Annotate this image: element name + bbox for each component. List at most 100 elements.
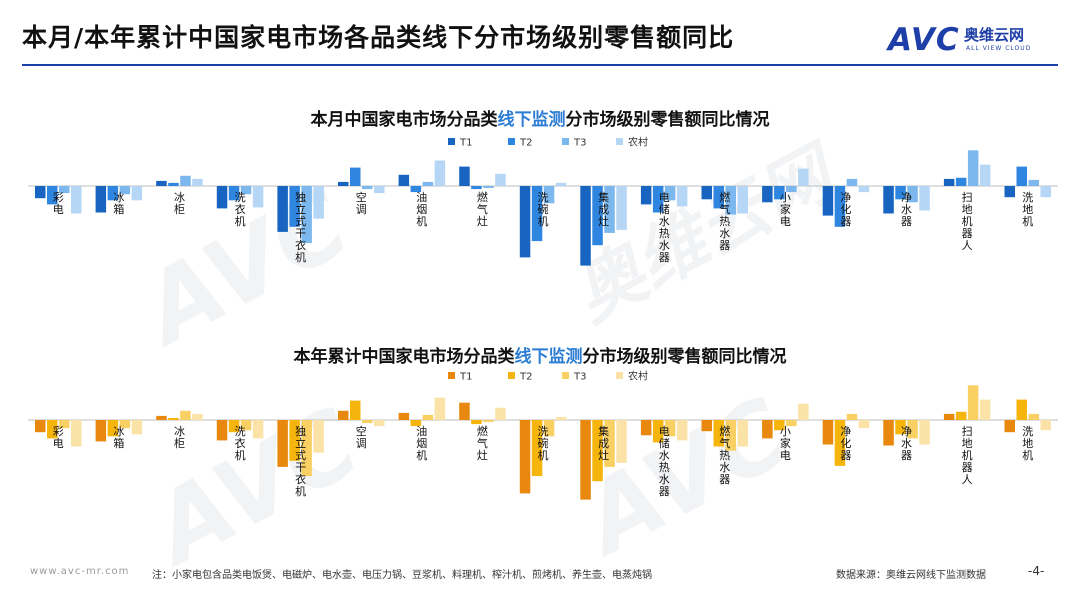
category-label-char: 化	[840, 202, 851, 216]
category-label-char: 衣	[235, 436, 246, 450]
category-label-char: 小	[780, 191, 791, 204]
bar-农村-电储水热水器	[676, 420, 688, 441]
bar-T3-洗地机	[1028, 179, 1039, 186]
legend-label-T2: T2	[519, 372, 532, 383]
bar-T1-洗地机	[1004, 186, 1015, 198]
category-label-char: 电	[780, 449, 791, 462]
bar-T3-扫地机器人	[967, 150, 979, 186]
footer-note: 注：小家电包含品类电饭煲、电磁炉、电水壶、电压力锅、豆浆机、料理机、榨汁机、煎烤…	[152, 570, 652, 581]
chart-2-title: 本年累计中国家电市场分品类线下监测分市场级别零售额同比情况	[0, 342, 1080, 367]
category-label-char: 箱	[113, 436, 124, 450]
category-label-char: 扫	[962, 425, 973, 438]
category-label-char: 人	[962, 239, 973, 252]
bar-农村-净水器	[919, 186, 930, 211]
category-label-char: 热	[719, 449, 730, 462]
bar-T3-电储水热水器	[664, 186, 676, 201]
bar-T1-冰箱	[95, 186, 107, 213]
chart-2-title-part-3: 分市场级别零售额同比情况	[582, 347, 787, 367]
bar-T2-独立式干衣机	[289, 186, 300, 227]
bar-农村-独立式干衣机	[313, 420, 324, 453]
bar-农村-净化器	[858, 420, 870, 429]
bar-T1-洗衣机	[216, 186, 228, 209]
chart-1-title: 本月中国家电市场分品类线下监测分市场级别零售额同比情况	[0, 105, 1080, 130]
bar-T1-小家电	[762, 186, 773, 203]
bar-T2-冰柜	[168, 182, 179, 186]
bar-T2-燃气热水器	[713, 186, 724, 209]
bar-农村-扫地机器人	[979, 164, 991, 186]
category-label-char: 电	[659, 191, 670, 204]
bar-T1-电储水热水器	[640, 186, 652, 205]
category-label-char: 油	[416, 190, 427, 204]
bar-T1-小家电	[762, 420, 773, 439]
bar-T1-扫地机器人	[943, 413, 955, 420]
category-label-char: 箱	[113, 202, 124, 216]
category-label-char: 水	[659, 473, 670, 486]
bar-T2-净化器	[834, 186, 846, 227]
category-label-char: 气	[719, 202, 730, 216]
bar-T2-扫地机器人	[955, 177, 967, 186]
category-label-char: 地	[962, 437, 973, 450]
page-title: 本月/本年累计中国家电市场各品类线下分市场级别零售额同比	[22, 23, 735, 52]
bar-T3-空调	[362, 420, 373, 424]
bar-T3-净化器	[846, 413, 858, 420]
category-label-char: 燃	[477, 424, 488, 438]
bar-T2-彩电	[47, 420, 58, 439]
category-label-char: 器	[840, 215, 851, 228]
footer-website: www.avc-mr.com	[30, 566, 130, 577]
chart-1-title-part-1: 本月中国家电市场分品类	[310, 110, 498, 130]
bar-T2-油烟机	[410, 186, 422, 193]
category-label-char: 小	[780, 425, 791, 438]
category-label-char: 机	[295, 250, 306, 264]
bar-农村-冰柜	[192, 178, 203, 186]
category-label-char: 集	[598, 190, 609, 204]
category-label-char: 扫	[962, 191, 973, 204]
footer-source: 数据来源：奥维云网线下监测数据	[836, 570, 986, 581]
bar-T1-彩电	[35, 186, 46, 199]
bar-T2-冰箱	[107, 420, 119, 437]
bar-T3-洗碗机	[543, 420, 555, 437]
category-label-char: 式	[295, 449, 306, 462]
category-label-char: 冰	[113, 425, 124, 438]
bar-T2-小家电	[774, 420, 785, 431]
bar-农村-洗衣机	[252, 420, 264, 439]
bar-T2-电储水热水器	[652, 186, 664, 213]
category-label-char: 热	[659, 461, 670, 474]
category-label-char: 燃	[719, 424, 730, 438]
category-label-char: 干	[295, 461, 306, 474]
category-label-char: 地	[1022, 203, 1033, 216]
bar-T2-洗地机	[1016, 399, 1027, 420]
category-label-char: 气	[477, 436, 488, 450]
bar-T1-净水器	[883, 420, 894, 446]
bar-T2-冰箱	[107, 186, 119, 201]
bar-农村-电储水热水器	[676, 186, 688, 207]
bar-T1-燃气热水器	[701, 420, 712, 432]
bar-T3-小家电	[786, 420, 797, 427]
bar-农村-洗地机	[1040, 186, 1051, 198]
bar-T1-油烟机	[398, 412, 410, 420]
bar-农村-彩电	[71, 186, 82, 214]
category-label-char: 立	[295, 202, 306, 216]
category-label-char: 式	[295, 215, 306, 228]
category-label-char: 独	[295, 191, 306, 204]
category-label-char: 机	[1022, 214, 1033, 228]
category-label-char: 灶	[477, 449, 488, 462]
bar-T1-净化器	[822, 420, 834, 445]
category-label-char: 衣	[295, 238, 306, 252]
category-label-char: 水	[659, 215, 670, 228]
category-label-char: 洗	[235, 191, 246, 204]
bar-T2-洗衣机	[228, 186, 240, 201]
legend-label-T1: T1	[459, 138, 472, 149]
bar-T1-独立式干衣机	[277, 186, 288, 232]
category-label-char: 灶	[477, 215, 488, 228]
logo-mark: AVC	[888, 22, 960, 58]
bar-农村-净化器	[858, 186, 870, 193]
category-label-char: 器	[962, 461, 973, 474]
category-label-char: 地	[962, 203, 973, 216]
bar-T2-空调	[350, 167, 361, 186]
category-label-char: 柜	[174, 203, 185, 216]
chart-1-bar-chart: T1 T2 T3 农村彩电冰箱冰柜洗衣机独立式干衣机空调油烟机燃气灶洗碗机集成灶电储水…	[28, 136, 1058, 266]
category-label-char: 器	[719, 239, 730, 252]
bar-农村-油烟机	[434, 160, 446, 186]
category-label-char: 调	[356, 437, 367, 450]
bar-T2-独立式干衣机	[289, 420, 300, 461]
